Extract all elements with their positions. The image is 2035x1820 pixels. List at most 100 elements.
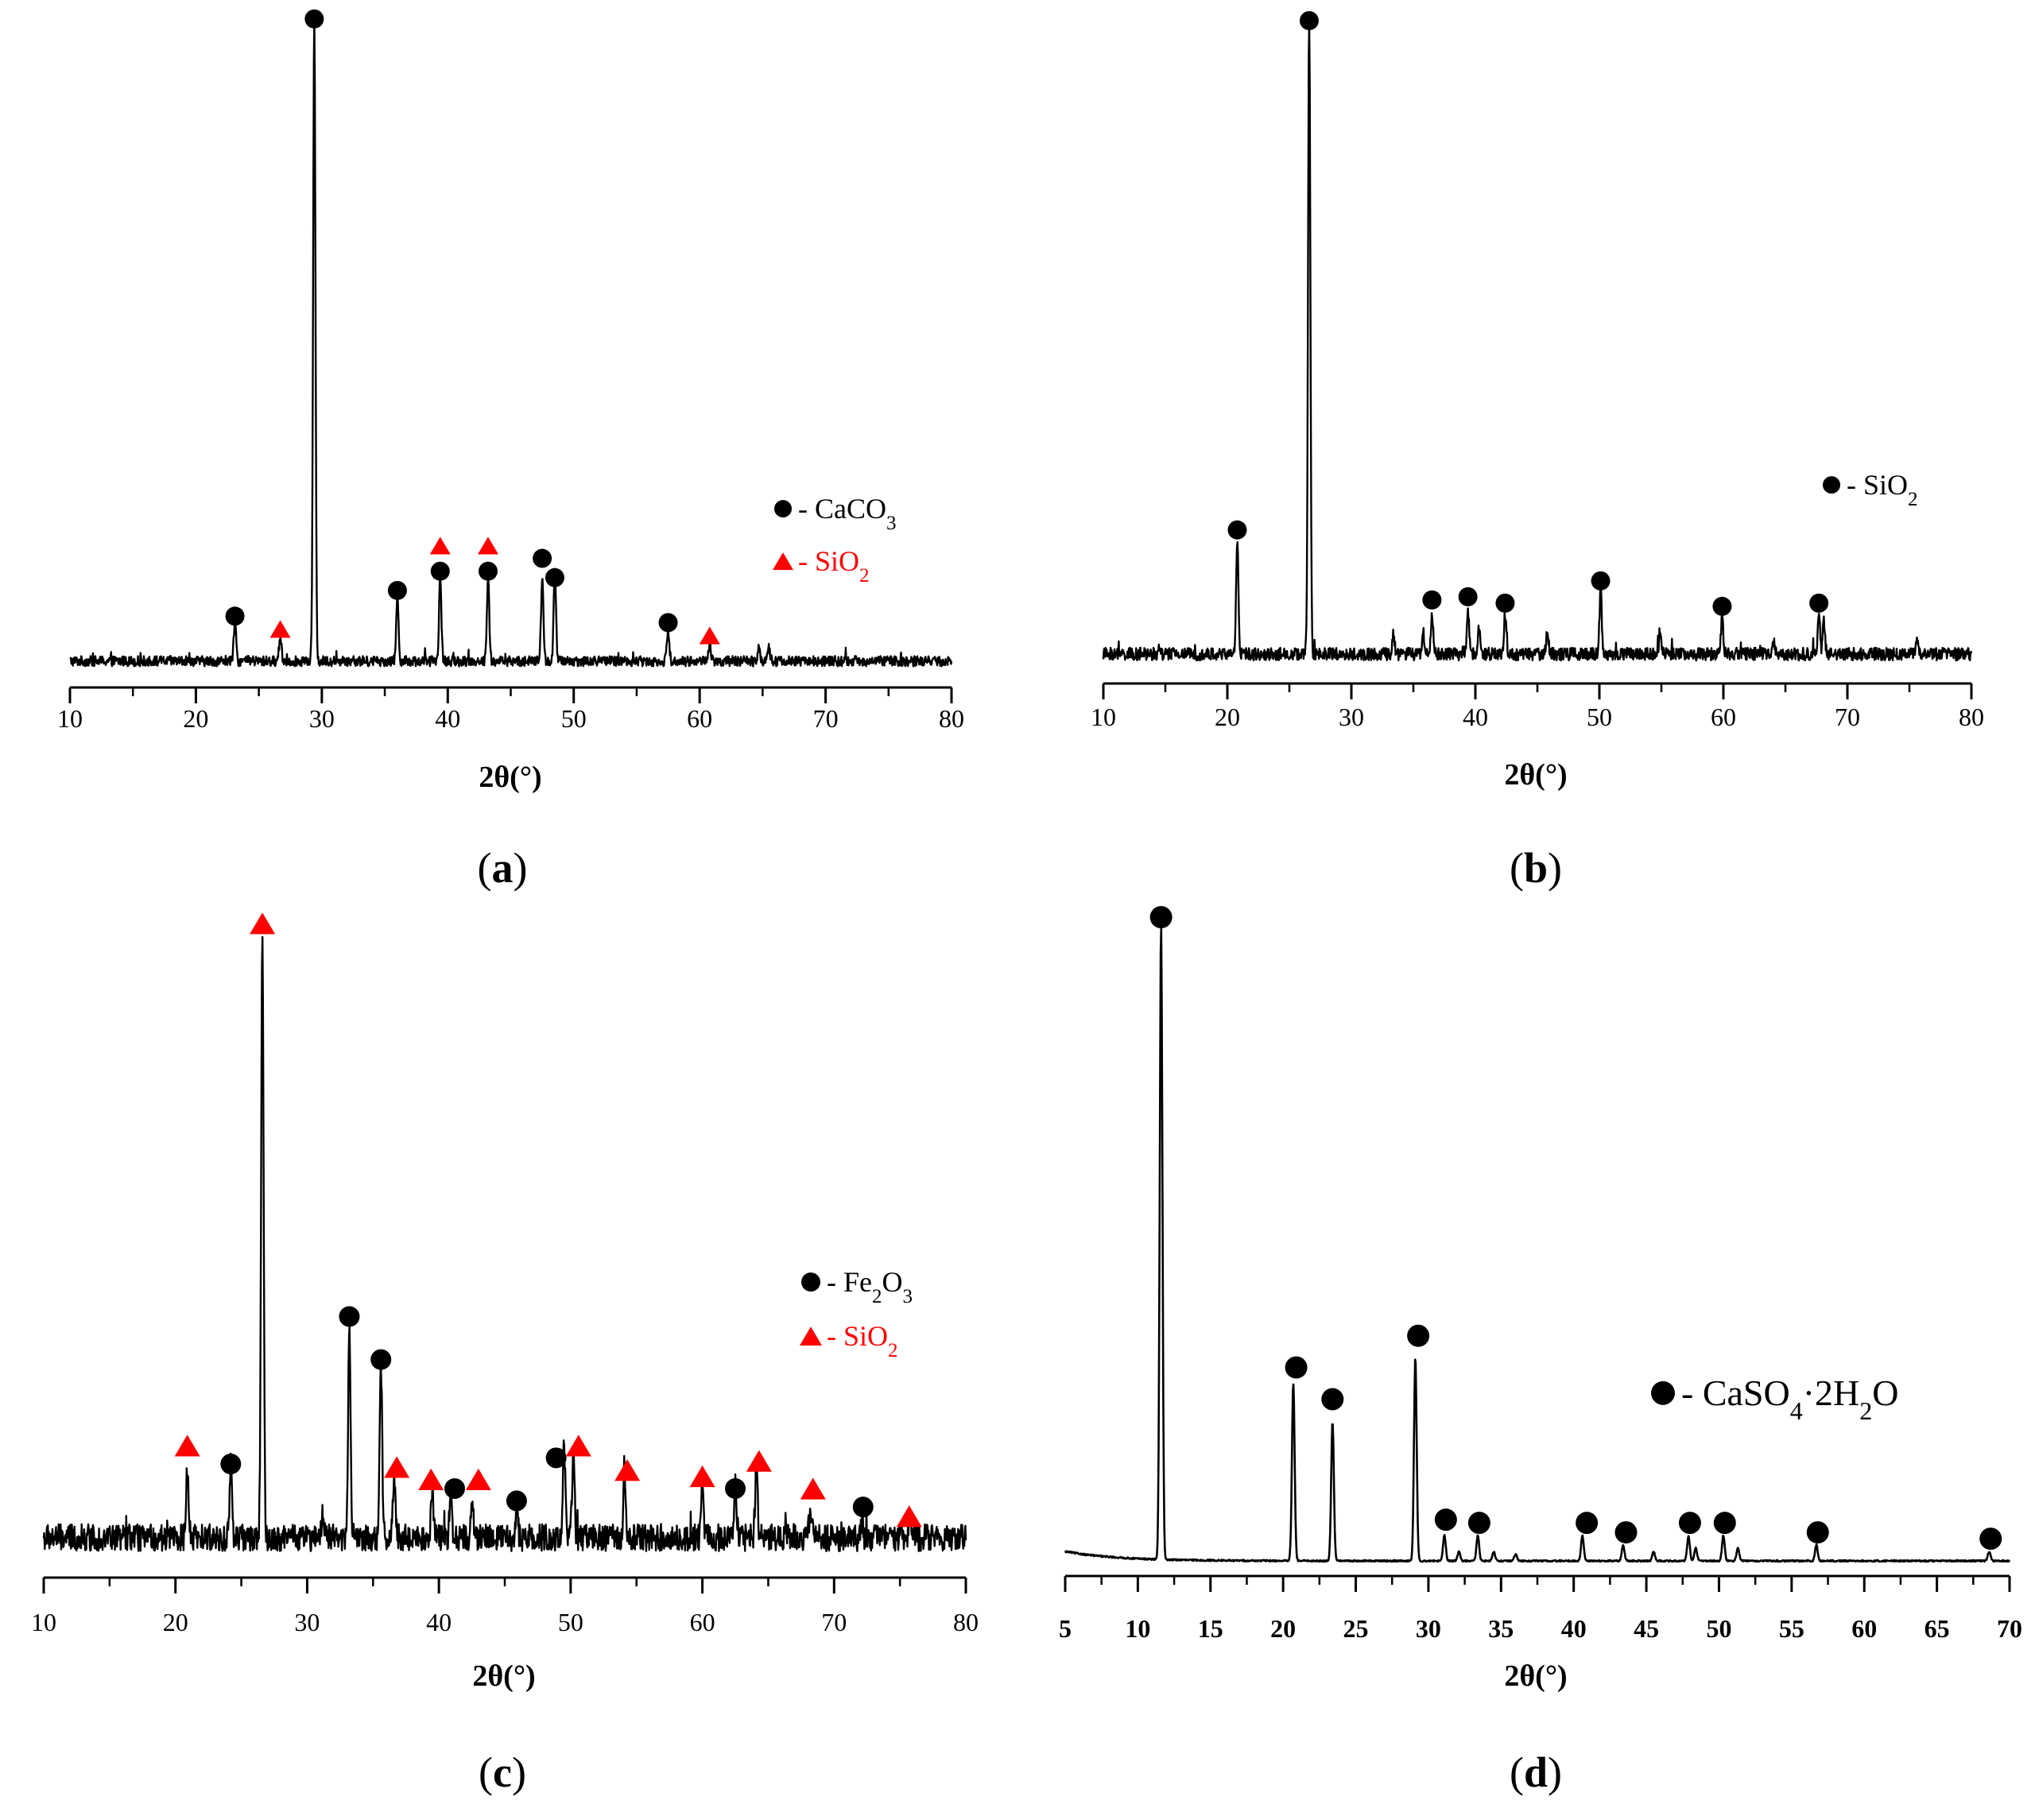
- panel-a-peak-circle-marker: [545, 567, 564, 587]
- panel-c-peak-circle-marker: [370, 1349, 392, 1370]
- panel-b-plot: 10 20 30 40 50 60 70 80: [1091, 10, 1984, 731]
- panel-b-peak-circle-marker: [1591, 571, 1611, 591]
- panel-b-xrd-trace: [1102, 20, 1973, 662]
- panel-d-peak-circle-marker: [1979, 1528, 2002, 1551]
- panel-d-tick-label: 10: [1125, 1614, 1150, 1643]
- panel-c-tick-label: 70: [821, 1608, 847, 1636]
- panel-d: 5 10 15 20 25 30 35 40 45 50 55 60 65 70 - CaSO4·2H2O…: [1059, 906, 2022, 1796]
- panel-b-peak-circle-marker: [1458, 587, 1478, 606]
- panel-d-peak-circle-marker: [1713, 1512, 1736, 1535]
- panel-b-peak-circle-marker: [1495, 593, 1515, 613]
- panel-d-plot: 5 10 15 20 25 30 35 40 45 50 55 60 65 70: [1059, 906, 2022, 1643]
- panel-d-xlabel: 2θ(°): [1504, 1659, 1567, 1693]
- panel-d-legend-label: - CaSO4·2H2O: [1681, 1373, 1899, 1425]
- panel-d-tick-label: 5: [1059, 1614, 1072, 1643]
- panel-d-legend-circle-symbol: [1651, 1380, 1675, 1405]
- panel-c-peak-triangle-marker: [465, 1468, 491, 1490]
- panel-c-tick-label: 50: [558, 1608, 583, 1636]
- panel-d-peak-circle-marker: [1149, 906, 1173, 929]
- panel-a-tick-label: 60: [687, 704, 712, 733]
- panel-d-tick-label: 30: [1416, 1614, 1441, 1643]
- panel-c-peak-triangle-marker: [746, 1450, 772, 1472]
- panel-c-tick-label: 10: [31, 1608, 56, 1636]
- panel-a-tick-label: 40: [435, 704, 460, 733]
- panel-a: 10 20 30 40 50 60 70 80 - CaCO3 - SiO2 2θ(°) (a…: [57, 9, 964, 892]
- panel-a-peak-circle-marker: [478, 561, 498, 581]
- panel-d-tick-label: 15: [1198, 1614, 1223, 1643]
- panel-b-legend-label: - SiO2: [1847, 469, 1918, 510]
- panel-c-peak-circle-marker: [725, 1477, 746, 1499]
- panel-b-xlabel: 2θ(°): [1504, 758, 1567, 792]
- panel-c-peak-triangle-marker: [174, 1435, 200, 1457]
- panel-d-peak-circle-marker: [1434, 1508, 1457, 1532]
- panel-c-peak-triangle-marker: [896, 1505, 922, 1528]
- panel-a-peak-circle-marker: [304, 9, 324, 29]
- panel-d-peak-circle-marker: [1678, 1512, 1701, 1535]
- panel-c-peak-circle-marker: [444, 1477, 466, 1499]
- panel-b-peak-circle-marker: [1227, 520, 1247, 540]
- panel-c-peak-triangle-marker: [614, 1459, 641, 1481]
- panel-a-legend-label: - CaCO3: [798, 493, 897, 534]
- panel-b-peak-circle-marker: [1712, 596, 1732, 616]
- panel-a-tick-label: 10: [57, 704, 83, 733]
- panel-d-tick-label: 25: [1343, 1614, 1369, 1643]
- panel-c-peak-circle-marker: [339, 1306, 360, 1327]
- panel-c-xrd-trace: [42, 935, 967, 1552]
- panel-c-legend: - Fe2O3 - SiO2: [800, 1266, 913, 1361]
- panel-c-peak-triangle-marker: [800, 1477, 826, 1500]
- panel-b-legend: - SiO2: [1823, 469, 1918, 510]
- panel-d-caption-letter: d: [1524, 1748, 1548, 1796]
- panel-d-peak-circle-marker: [1467, 1512, 1490, 1535]
- panel-d-tick-label: 35: [1488, 1614, 1514, 1643]
- panel-a-tick-label: 30: [309, 704, 335, 733]
- panel-a-legend-triangle-symbol: [773, 552, 793, 571]
- panel-d-xrd-trace: [1064, 927, 2011, 1563]
- panel-c-plot: 10 20 30 40 50 60 70 80: [31, 912, 979, 1636]
- panel-a-legend-label: - SiO2: [798, 545, 870, 587]
- panel-a-legend-circle-symbol: [774, 500, 792, 518]
- panel-c-caption-letter: c: [493, 1748, 512, 1796]
- panel-d-tick-label: 65: [1925, 1614, 1950, 1643]
- panel-d-legend: - CaSO4·2H2O: [1651, 1373, 1899, 1425]
- panel-a-peak-triangle-marker: [269, 620, 291, 638]
- panel-c-tick-label: 30: [294, 1608, 320, 1636]
- panel-a-legend: - CaCO3 - SiO2: [773, 493, 897, 587]
- panel-c-xlabel: 2θ(°): [472, 1659, 535, 1693]
- panel-b-tick-label: 70: [1835, 703, 1860, 731]
- panel-a-caption-letter: a: [492, 844, 514, 892]
- panel-c: 10 20 30 40 50 60 70 80 - Fe2O3 - SiO2 2θ(°) (c…: [31, 912, 979, 1796]
- panel-c-peak-triangle-marker: [565, 1435, 591, 1457]
- panel-d-tick-label: 70: [1997, 1614, 2022, 1643]
- panel-c-legend-label: - SiO2: [827, 1320, 898, 1361]
- panel-b-tick-label: 20: [1215, 703, 1240, 731]
- panel-c-tick-label: 60: [690, 1608, 715, 1636]
- panel-a-peak-circle-marker: [387, 580, 407, 600]
- panel-c-peak-triangle-marker: [689, 1465, 715, 1488]
- panel-b-peak-circle-marker: [1299, 10, 1319, 30]
- panel-d-tick-label: 40: [1561, 1614, 1587, 1643]
- panel-b-peak-circle-marker: [1422, 590, 1442, 610]
- panel-a-caption: (a): [478, 844, 528, 892]
- panel-a-plot: 10 20 30 40 50 60 70 80: [57, 9, 964, 733]
- panel-b-caption: (b): [1510, 844, 1562, 892]
- panel-d-peak-circle-marker: [1285, 1356, 1308, 1379]
- panel-c-tick-label: 20: [163, 1608, 188, 1636]
- panel-b: 10 20 30 40 50 60 70 80 - SiO2 2θ(°) (b): [1091, 10, 1984, 892]
- panel-c-peak-triangle-marker: [418, 1468, 444, 1490]
- panel-a-xrd-trace: [69, 14, 953, 668]
- panel-a-peak-triangle-marker: [699, 626, 720, 645]
- panel-b-legend-circle-symbol: [1823, 476, 1840, 494]
- panel-b-peak-circle-marker: [1809, 593, 1829, 613]
- panel-d-tick-label: 55: [1779, 1614, 1804, 1643]
- panel-c-peak-circle-marker: [852, 1497, 874, 1518]
- panel-a-peak-circle-marker: [430, 561, 450, 581]
- panel-c-tick-label: 40: [426, 1608, 452, 1636]
- panel-d-peak-circle-marker: [1576, 1512, 1599, 1535]
- panel-a-peak-triangle-marker: [477, 536, 498, 555]
- panel-d-peak-circle-marker: [1407, 1324, 1430, 1347]
- panel-a-peak-circle-marker: [225, 606, 245, 626]
- panel-b-caption-letter: b: [1524, 844, 1548, 892]
- panel-c-caption: (c): [479, 1748, 526, 1796]
- panel-b-tick-label: 50: [1587, 703, 1612, 731]
